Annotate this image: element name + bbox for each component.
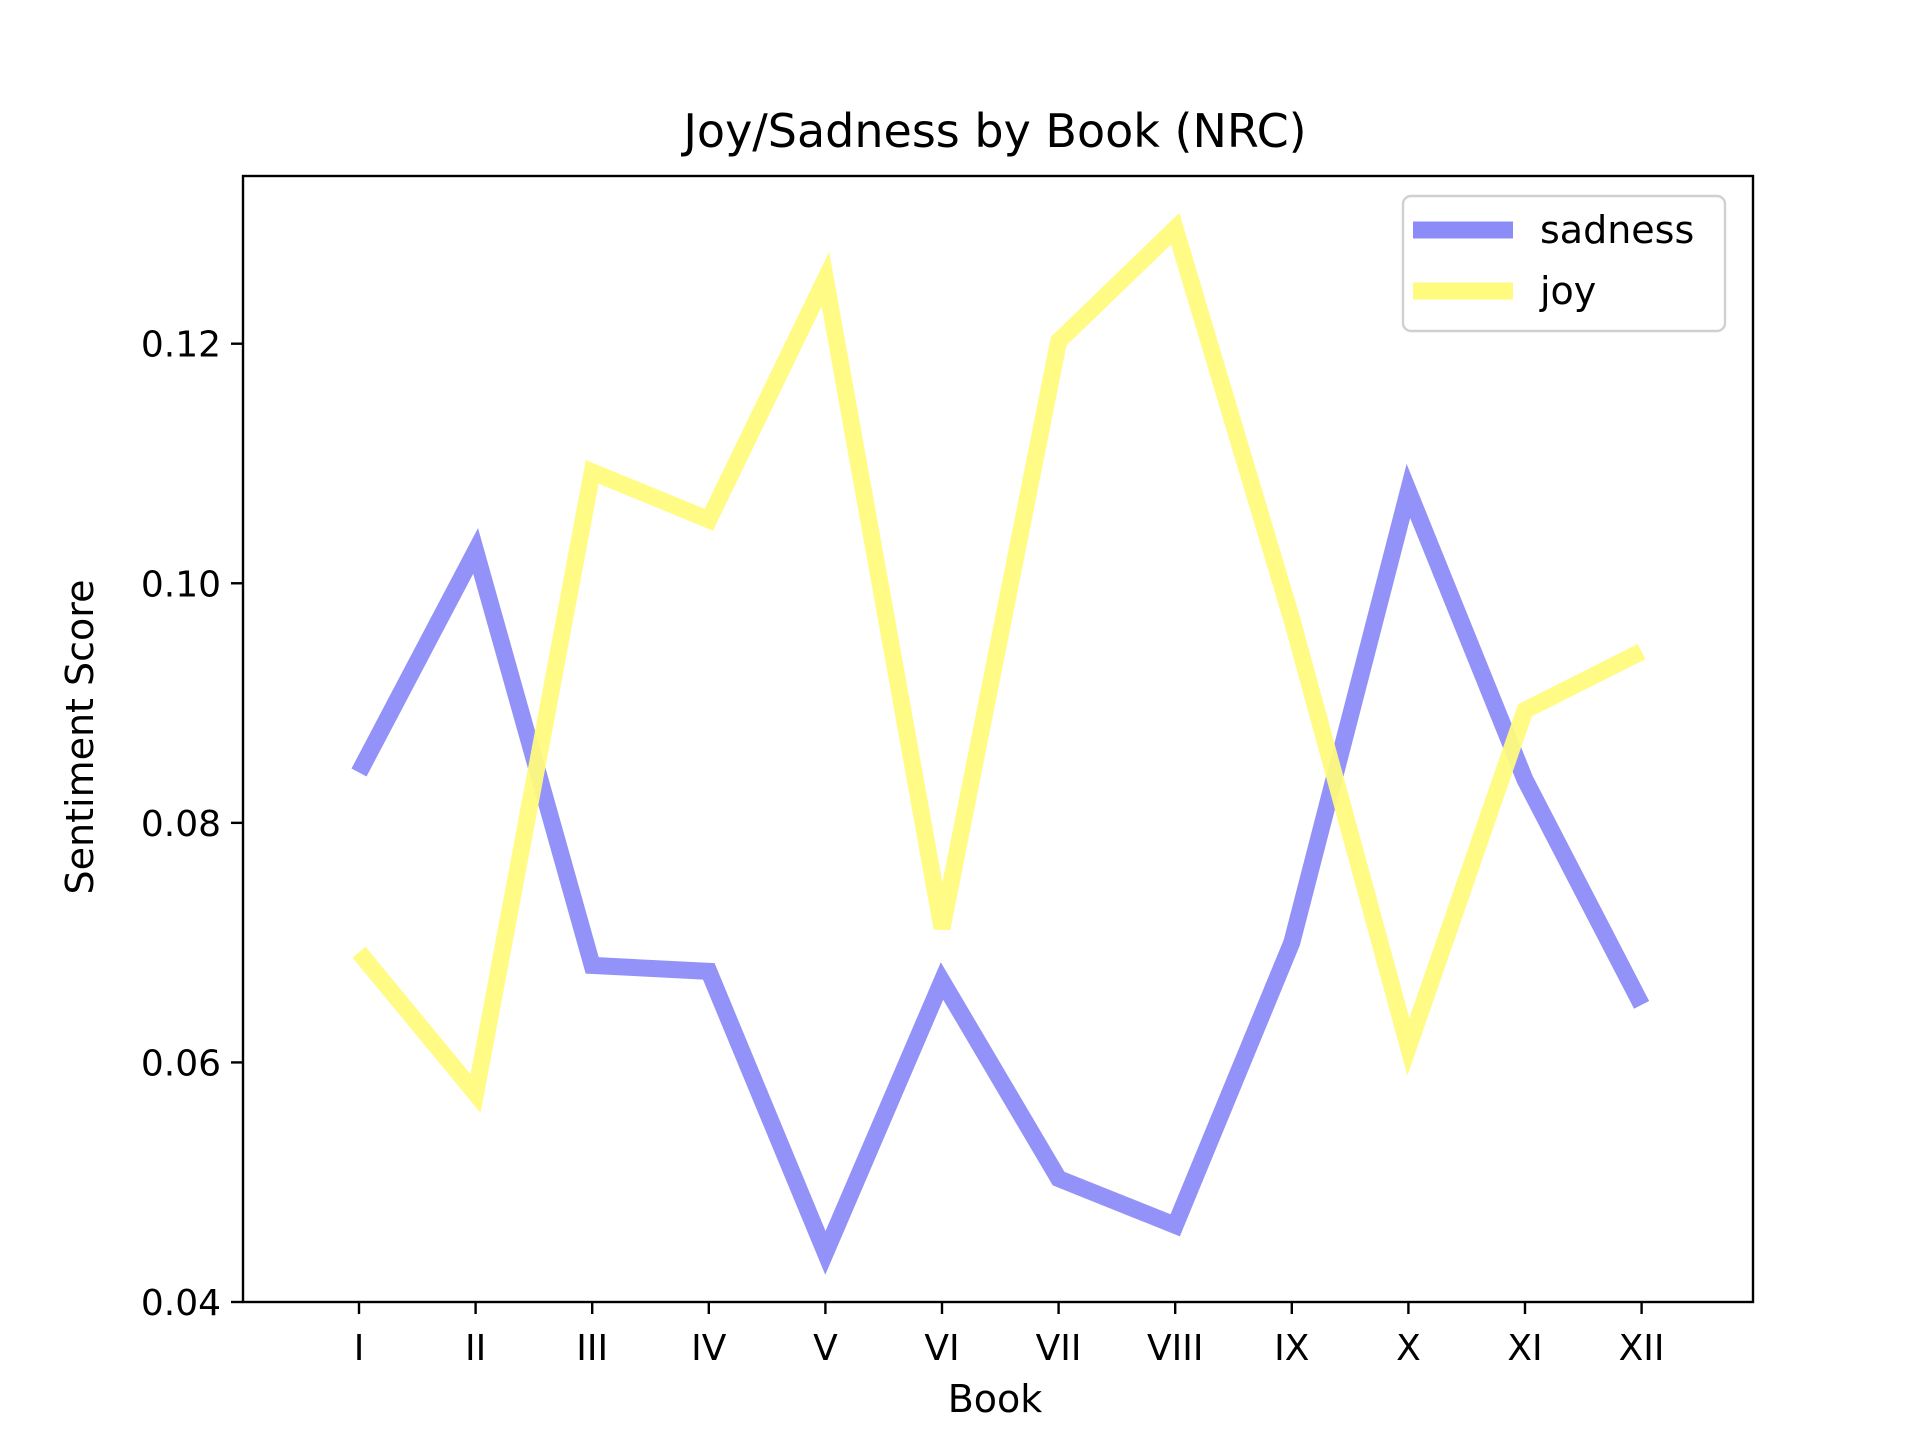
- x-tick-label-XI: XI: [1507, 1328, 1542, 1369]
- x-axis-label: Book: [948, 1377, 1043, 1421]
- legend-label-joy: joy: [1539, 269, 1596, 313]
- plot-frame: [241, 174, 1755, 1304]
- y-tick-label-0.06: 0.06: [141, 1043, 221, 1084]
- y-tick-label-0.12: 0.12: [141, 325, 221, 366]
- x-tick-label-V: V: [813, 1328, 838, 1369]
- y-tick-label-0.08: 0.08: [141, 804, 221, 845]
- y-axis-label: Sentiment Score: [58, 580, 102, 895]
- x-tick-label-X: X: [1396, 1328, 1421, 1369]
- series-line-sadness: [351, 463, 1650, 1275]
- series-layer: [351, 212, 1650, 1275]
- x-tick-label-VI: VI: [924, 1328, 959, 1369]
- series-line-joy: [352, 212, 1646, 1114]
- legend: sadness joy: [1401, 194, 1727, 333]
- x-tick-label-IX: IX: [1274, 1328, 1309, 1369]
- x-tick-label-III: III: [576, 1328, 608, 1369]
- legend-label-sadness: sadness: [1540, 208, 1694, 252]
- x-tick-label-VII: VII: [1036, 1328, 1082, 1369]
- x-tick-label-VIII: VIII: [1147, 1328, 1203, 1369]
- y-tick-label-0.10: 0.10: [141, 564, 221, 605]
- x-tick-label-IV: IV: [691, 1328, 727, 1369]
- axes-layer: I II III IV V VI VII VIII IX X XI XII0.040.060.080.…: [141, 174, 1755, 1369]
- chart-title: Joy/Sadness by Book (NRC): [680, 104, 1306, 158]
- y-tick-label-0.04: 0.04: [141, 1283, 221, 1324]
- x-tick-label-XII: XII: [1619, 1328, 1665, 1369]
- x-tick-label-I: I: [354, 1328, 365, 1369]
- x-tick-label-II: II: [465, 1328, 486, 1369]
